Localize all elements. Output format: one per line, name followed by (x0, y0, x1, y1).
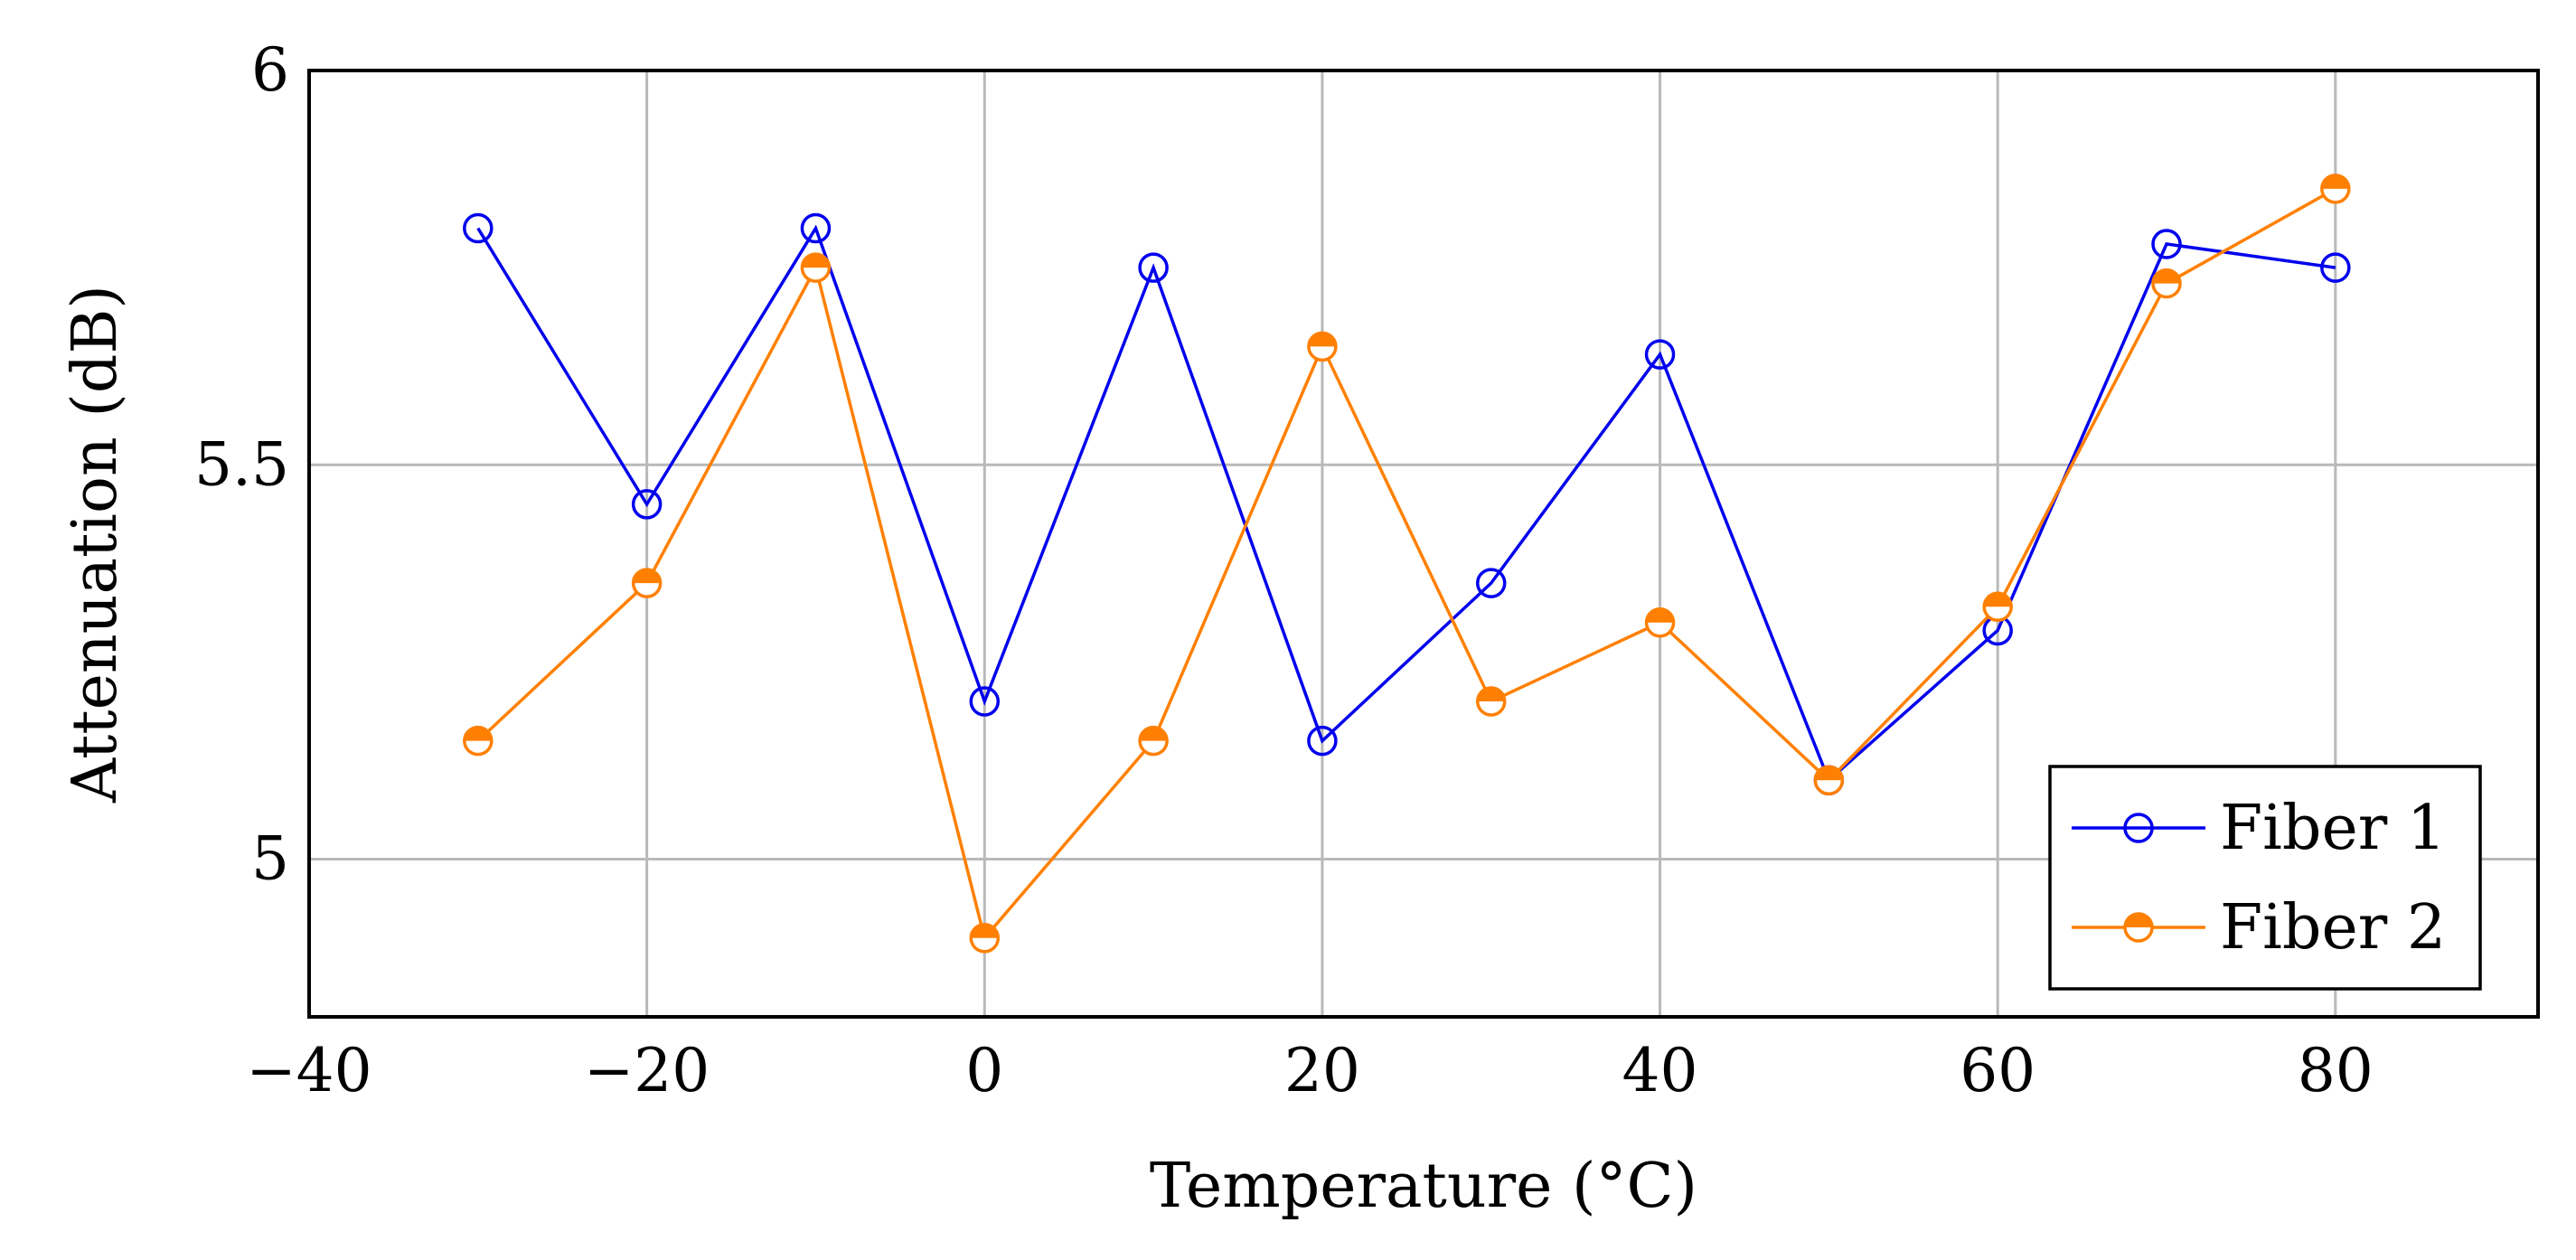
data-point (1138, 252, 1169, 283)
data-point (800, 252, 832, 283)
x-tick-label: 60 (1960, 1036, 2035, 1105)
data-point (1307, 725, 1338, 757)
series-layer (463, 174, 2351, 954)
y-tick-label: 5 (251, 824, 289, 894)
data-point (1644, 339, 1676, 370)
data-point (1307, 331, 1338, 362)
data-point (1475, 686, 1507, 717)
x-tick-label: 40 (1622, 1036, 1698, 1105)
legend-label: Fiber 2 (2220, 892, 2446, 964)
data-point (463, 725, 494, 757)
grid (309, 71, 2538, 1017)
legend-box (2048, 765, 2482, 991)
data-point (800, 212, 832, 244)
data-point (1813, 765, 1845, 795)
data-point (969, 686, 1001, 717)
x-tick-label: 0 (965, 1036, 1003, 1105)
data-point (1982, 591, 2013, 623)
x-tick-label: 80 (2298, 1036, 2374, 1105)
series-line (476, 224, 2336, 784)
y-tick-label: 5.5 (194, 429, 289, 499)
legend-item: Fiber 1 (2072, 793, 2446, 864)
tick-labels: −40 −20 0 20 40 60 80 5 5.5 6 (194, 35, 2374, 1105)
data-point (631, 568, 663, 598)
y-axis-title: Attenuation (dB) (60, 285, 131, 804)
data-point (1644, 607, 1676, 638)
data-point (631, 489, 663, 520)
data-point (2320, 174, 2351, 204)
legend-label: Fiber 1 (2220, 793, 2446, 864)
series-2 (463, 174, 2351, 954)
y-tick-label: 6 (251, 35, 289, 105)
data-point (2320, 252, 2351, 283)
x-axis-title: Temperature (°C) (1150, 1151, 1697, 1222)
legend-marker (2123, 813, 2154, 843)
legend: Fiber 1 Fiber 2 (2048, 765, 2482, 991)
x-tick-label: 20 (1284, 1036, 1360, 1105)
data-point (1475, 568, 1507, 598)
x-tick-label: −40 (246, 1036, 371, 1105)
data-point (1138, 725, 1169, 757)
data-point (2151, 268, 2182, 299)
data-point (969, 923, 1001, 954)
plot-frame (307, 69, 2540, 1019)
series-1 (463, 212, 2351, 795)
legend-item: Fiber 2 (2072, 892, 2446, 964)
series-line (476, 187, 2336, 942)
x-tick-label: −20 (584, 1036, 710, 1105)
legend-marker (2123, 912, 2154, 943)
data-point (463, 212, 494, 244)
data-point (2151, 229, 2182, 259)
